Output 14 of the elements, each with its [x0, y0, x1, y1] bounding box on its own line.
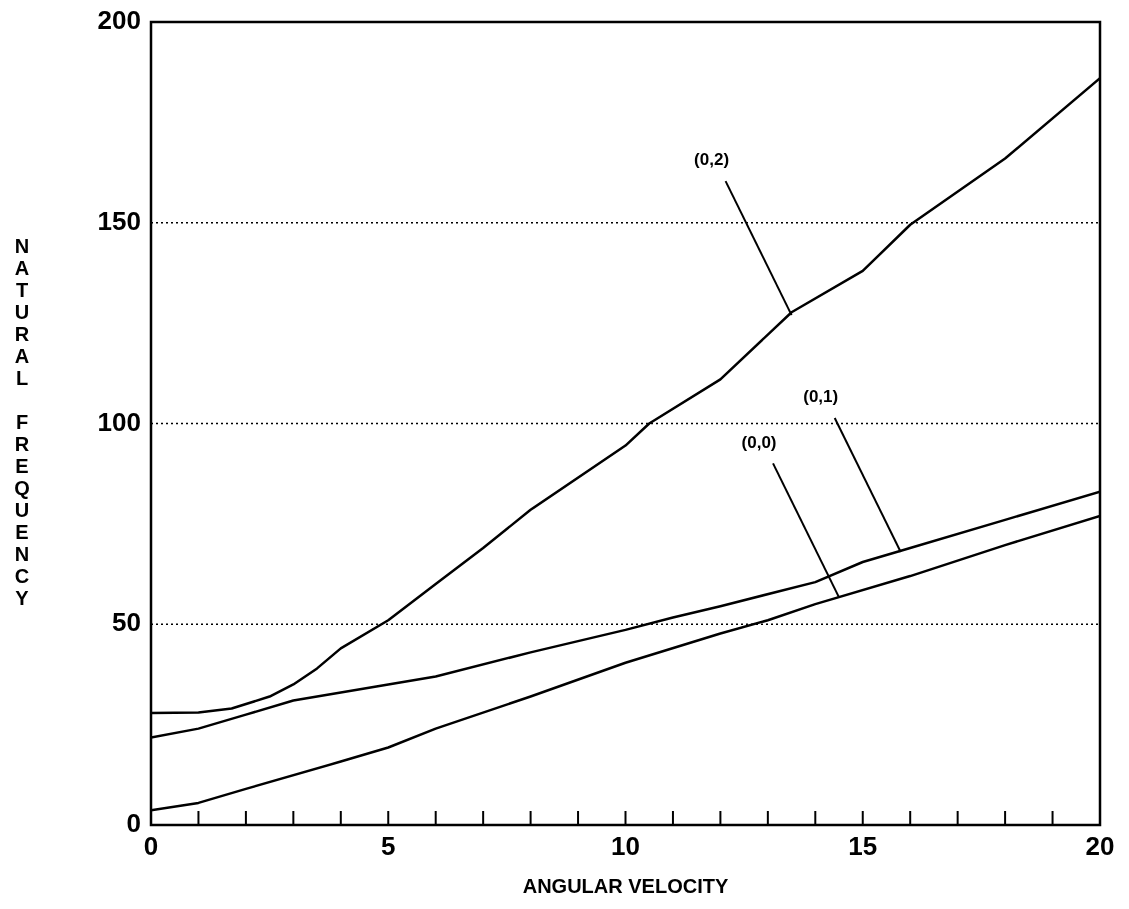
x-tick-label: 5 [381, 831, 396, 862]
x-tick-label: 15 [848, 831, 878, 862]
y-tick-label: 100 [97, 406, 141, 437]
annotation: (0,1) [803, 387, 839, 407]
y-tick-label: 0 [126, 808, 141, 839]
x-tick-label: 20 [1085, 831, 1115, 862]
y-tick-label: 150 [97, 205, 141, 236]
x-axis-title: ANGULAR VELOCITY [522, 874, 729, 897]
annotation: (0,2) [694, 150, 730, 170]
annotation: (0,0) [741, 432, 777, 452]
x-tick-label: 10 [611, 831, 640, 862]
y-tick-label: 50 [112, 607, 141, 638]
text: NATURAL FREQUENCY [14, 235, 30, 610]
y-tick-label: 200 [97, 5, 141, 36]
